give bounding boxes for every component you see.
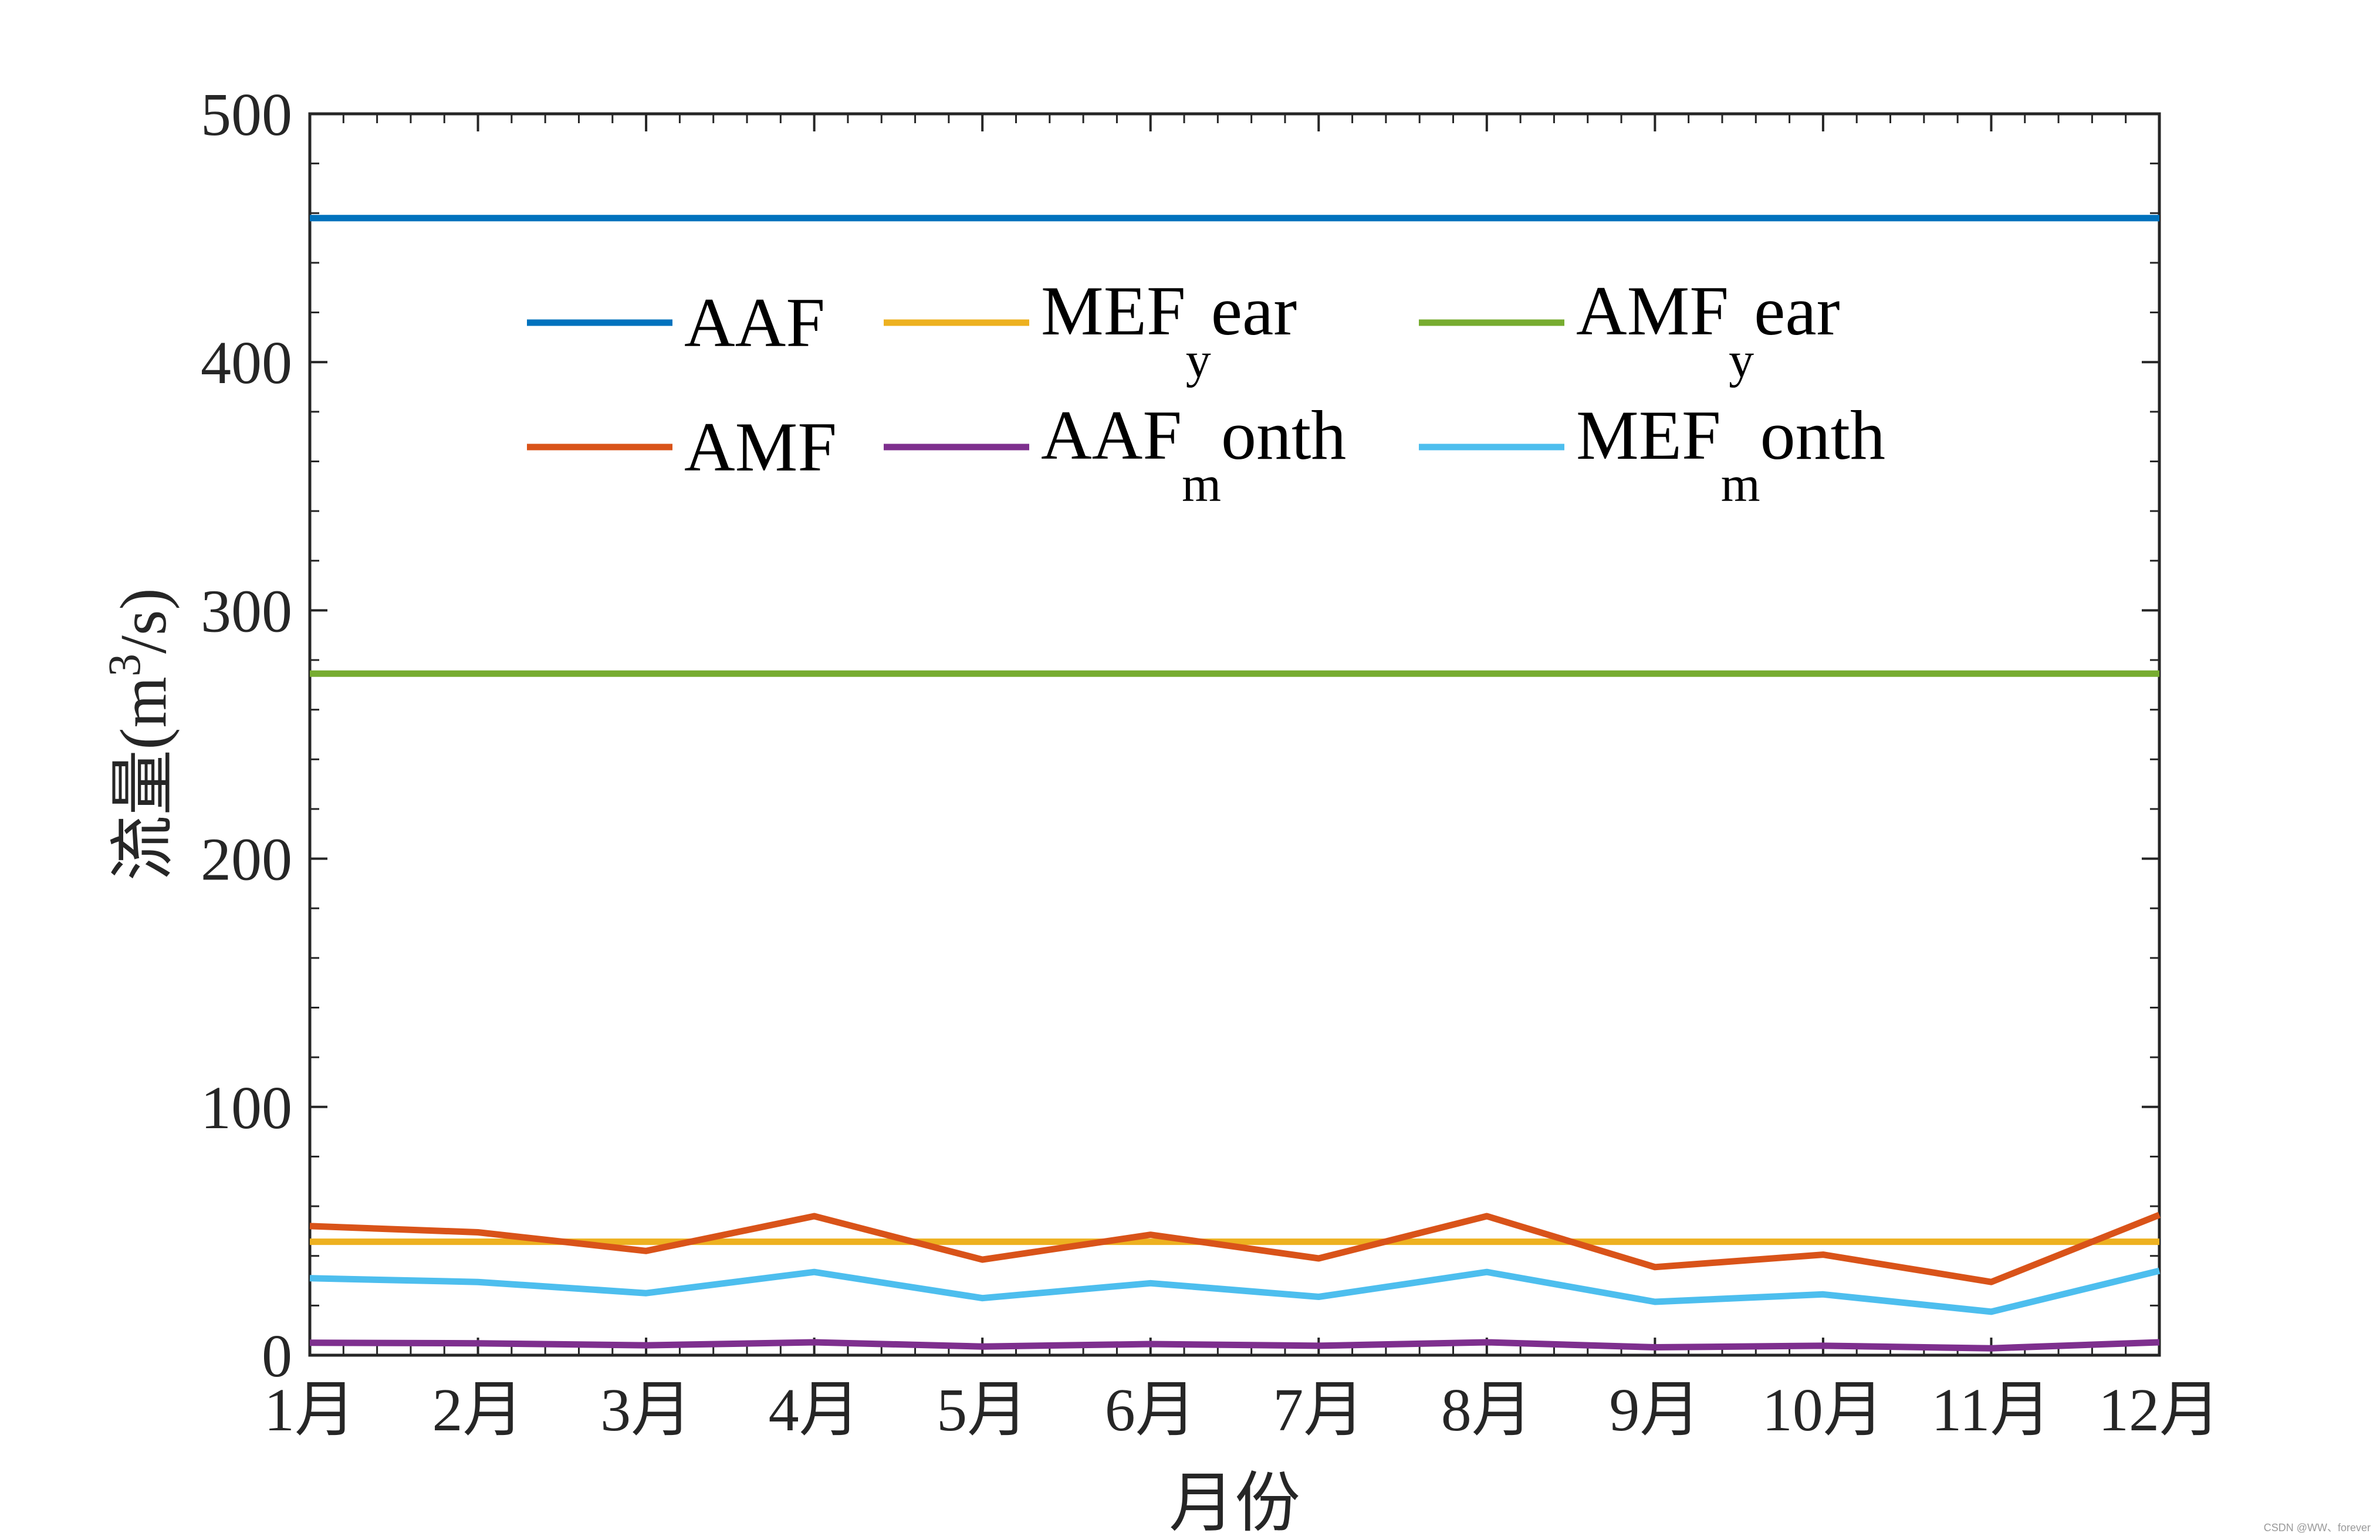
x-tick-label: 10月	[1762, 1376, 1884, 1444]
y-tick-label: 0	[262, 1322, 292, 1390]
legend: AAF MEFyear AMFyear AMF AAFmonth MEFmonth	[527, 272, 1885, 512]
x-tick-label: 4月	[769, 1376, 860, 1444]
x-tick-label: 9月	[1609, 1376, 1701, 1444]
x-tick-label: 3月	[600, 1376, 692, 1444]
x-tick-labels: 1月 2月 3月 4月 5月 6月 7月 8月 9月 10月 11月 12月	[264, 1376, 2220, 1444]
x-tick-label: 2月	[432, 1376, 524, 1444]
legend-label-aaf-month: AAFmonth	[1041, 396, 1346, 512]
y-tick-label: 400	[201, 329, 292, 397]
y-axis-title: 流量(m3/s)	[99, 588, 180, 881]
series-line-aaf-month	[309, 1339, 2160, 1352]
y-tick-label: 500	[201, 81, 292, 148]
watermark: CSDN @WW、forever	[2264, 1522, 2371, 1534]
series-line-mef-month	[309, 1267, 2161, 1315]
y-axis-title-tail: /s)	[107, 588, 180, 654]
legend-label-amf: AMF	[684, 408, 837, 486]
y-tick-labels: 0 100 200 300 400 500	[201, 81, 292, 1390]
x-tick-label: 11月	[1931, 1376, 2051, 1444]
x-tick-label: 5月	[937, 1376, 1028, 1444]
legend-label-mef-year: MEFyear	[1041, 272, 1297, 388]
x-tick-label: 7月	[1273, 1376, 1364, 1444]
y-tick-label: 100	[201, 1074, 292, 1142]
x-tick-label: 6月	[1105, 1376, 1196, 1444]
y-tick-label: 300	[201, 577, 292, 645]
legend-label-mef-month: MEFmonth	[1576, 396, 1885, 512]
x-tick-label: 1月	[264, 1376, 356, 1444]
legend-label-amf-year: AMFyear	[1576, 272, 1840, 388]
x-tick-label: 12月	[2098, 1376, 2220, 1444]
series-layer	[309, 215, 2161, 1352]
y-axis-title-superscript: 3	[99, 654, 150, 676]
series-line-amf	[309, 1211, 2161, 1285]
legend-label-aaf: AAF	[684, 283, 825, 361]
x-axis-title: 月份	[1169, 1467, 1300, 1540]
y-tick-label: 200	[201, 826, 292, 893]
y-axis-title-main: 流量(m	[107, 676, 180, 881]
x-tick-label: 8月	[1441, 1376, 1533, 1444]
plot-frame	[308, 112, 2161, 1357]
